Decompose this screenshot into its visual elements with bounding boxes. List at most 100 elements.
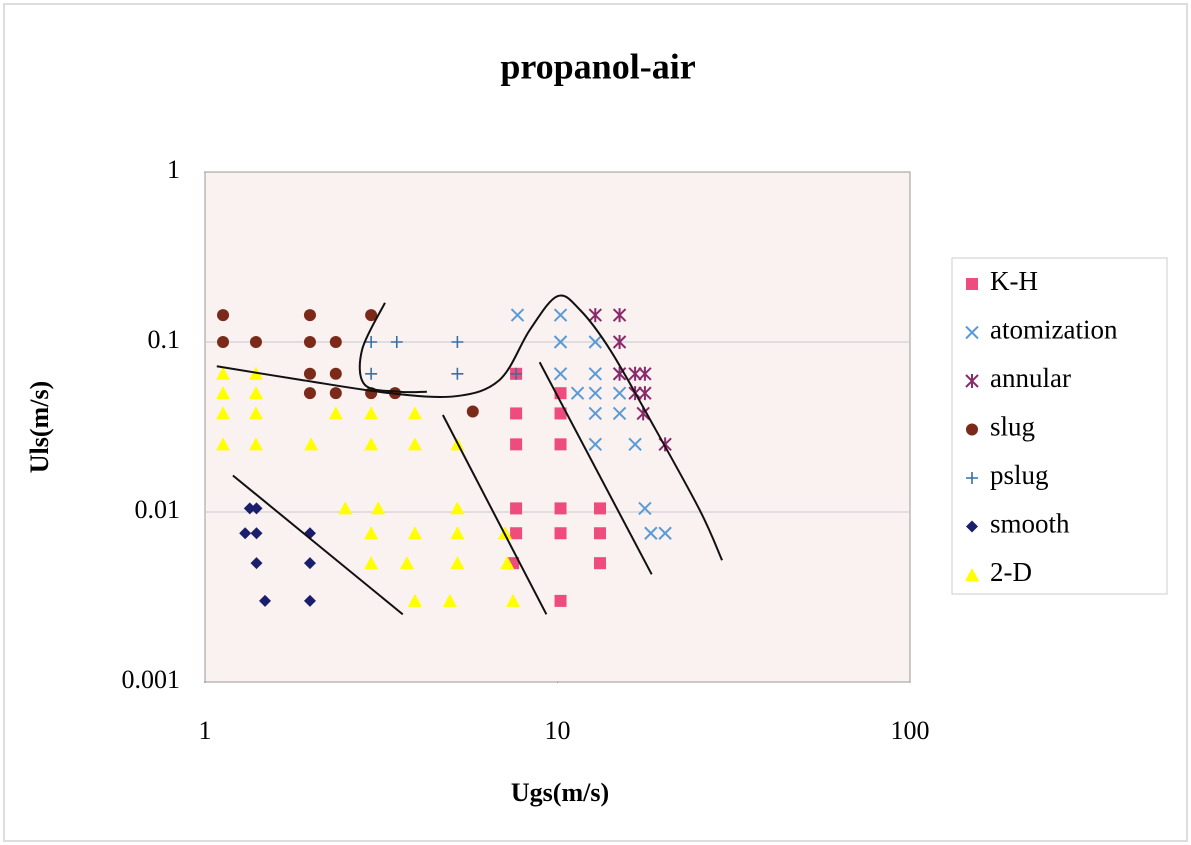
marker-square xyxy=(594,502,607,515)
marker-x xyxy=(553,308,568,322)
marker-square xyxy=(594,557,607,570)
marker-x xyxy=(644,526,658,540)
x-tick-label: 100 xyxy=(891,716,930,745)
legend-label: K-H xyxy=(990,266,1038,296)
legend-marker xyxy=(965,374,979,388)
marker-circle xyxy=(303,387,316,400)
y-tick-label: 1 xyxy=(167,155,180,184)
marker-x xyxy=(553,367,568,381)
marker-star xyxy=(612,308,627,323)
legend-label: smooth xyxy=(990,509,1070,539)
marker-triangle xyxy=(364,437,379,451)
marker-star xyxy=(638,386,652,401)
marker-triangle xyxy=(216,366,231,380)
boundary-line xyxy=(232,474,404,616)
boundary-line xyxy=(358,302,427,394)
legend-marker xyxy=(966,278,978,290)
marker-plus xyxy=(365,367,378,380)
marker-triangle xyxy=(248,437,263,451)
marker-circle xyxy=(466,405,479,418)
marker-triangle xyxy=(407,437,422,451)
marker-x xyxy=(588,367,602,381)
boundary-line xyxy=(216,294,723,561)
marker-circle xyxy=(303,309,316,322)
marker-circle xyxy=(303,336,316,348)
marker-triangle xyxy=(407,406,422,420)
marker-circle xyxy=(217,336,230,348)
marker-triangle xyxy=(450,501,465,515)
marker-triangle xyxy=(216,437,231,451)
marker-triangle xyxy=(450,526,465,540)
marker-x xyxy=(658,526,672,540)
marker-x xyxy=(588,437,602,452)
marker-triangle xyxy=(442,593,457,607)
marker-diamond xyxy=(250,527,263,540)
marker-circle xyxy=(249,336,262,348)
marker-triangle xyxy=(364,406,379,420)
marker-triangle xyxy=(450,556,465,570)
marker-star xyxy=(638,366,652,381)
marker-triangle xyxy=(399,556,414,570)
marker-star xyxy=(628,366,642,381)
marker-triangle xyxy=(328,406,343,420)
marker-triangle xyxy=(407,526,422,540)
marker-square xyxy=(510,527,523,540)
marker-triangle xyxy=(338,501,353,515)
legend-label: 2-D xyxy=(990,557,1032,587)
marker-x xyxy=(612,386,627,400)
legend-marker xyxy=(965,568,979,581)
marker-plus xyxy=(510,367,523,380)
boundary-line xyxy=(538,361,653,575)
marker-triangle xyxy=(216,386,231,400)
marker-square xyxy=(510,407,523,420)
marker-diamond xyxy=(250,557,263,570)
marker-square xyxy=(594,527,607,540)
marker-circle xyxy=(329,336,342,348)
legend-label: pslug xyxy=(990,460,1049,490)
x-tick-label: 1 xyxy=(199,716,212,745)
marker-square xyxy=(554,594,567,607)
marker-plus xyxy=(451,336,464,348)
marker-square xyxy=(510,438,523,451)
legend-marker xyxy=(966,472,978,484)
marker-square xyxy=(554,438,567,451)
marker-x xyxy=(628,437,642,452)
marker-diamond xyxy=(303,557,316,570)
marker-star xyxy=(612,335,627,349)
legend-label: slug xyxy=(990,412,1035,442)
legend-box xyxy=(951,257,1168,595)
x-tick-label: 10 xyxy=(545,716,571,745)
marker-triangle xyxy=(304,437,319,451)
marker-triangle xyxy=(364,526,379,540)
marker-circle xyxy=(365,309,378,322)
marker-diamond xyxy=(303,594,316,607)
x-axis-label: Ugs(m/s) xyxy=(511,778,609,807)
marker-triangle xyxy=(248,386,263,400)
marker-x xyxy=(638,501,652,516)
boundary-line xyxy=(442,414,548,615)
marker-plus xyxy=(390,336,403,348)
y-tick-label: 0.01 xyxy=(135,495,181,524)
y-tick-label: 0.001 xyxy=(122,665,181,694)
marker-diamond xyxy=(259,594,272,607)
marker-x xyxy=(510,308,525,322)
marker-diamond xyxy=(243,502,256,515)
marker-square xyxy=(510,502,523,515)
marker-star xyxy=(588,308,602,323)
y-axis-label: Uls(m/s) xyxy=(25,381,54,473)
marker-triangle xyxy=(364,556,379,570)
marker-triangle xyxy=(371,501,386,515)
marker-square xyxy=(507,557,520,570)
legend-marker xyxy=(966,423,978,436)
chart-title: propanol-air xyxy=(500,46,695,86)
marker-plus xyxy=(365,336,378,348)
marker-triangle xyxy=(216,406,231,420)
y-tick-label: 0.1 xyxy=(148,325,181,354)
marker-diamond xyxy=(250,502,263,515)
marker-triangle xyxy=(407,593,422,607)
marker-x xyxy=(553,335,568,349)
marker-x xyxy=(588,335,602,349)
legend-marker xyxy=(965,325,979,340)
marker-circle xyxy=(303,367,316,380)
